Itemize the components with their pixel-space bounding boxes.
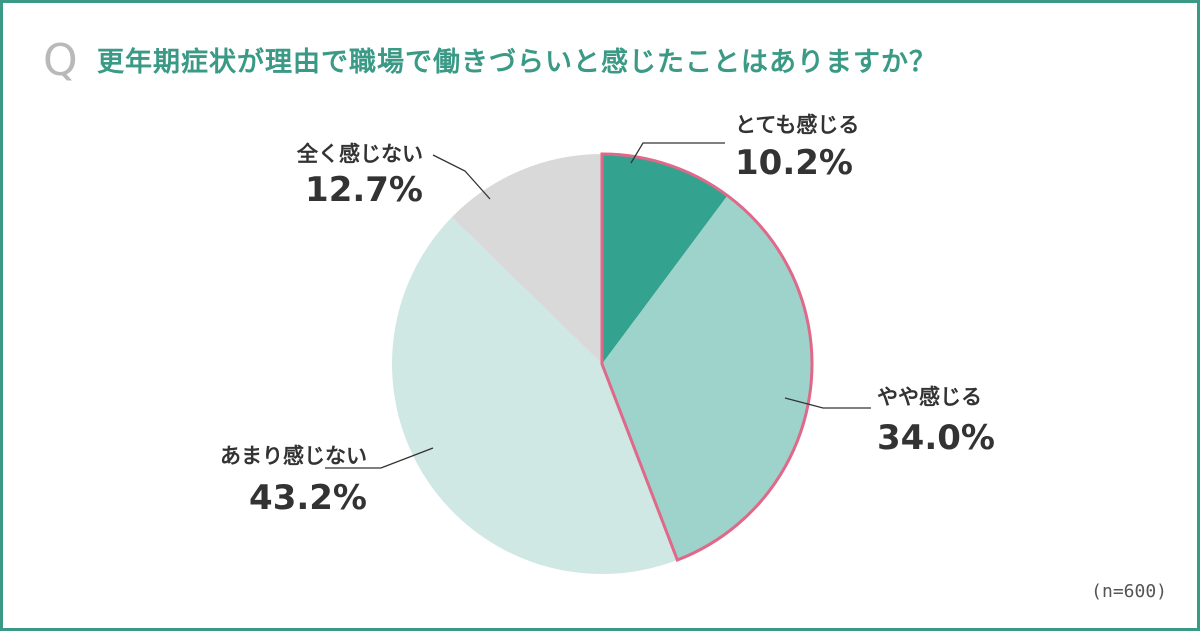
pie-slice (451, 154, 602, 364)
question-mark: Q (43, 35, 78, 86)
highlight-outline-path (600, 152, 814, 562)
pie-slice (602, 195, 813, 561)
slice-value-label: 43.2% (249, 478, 367, 518)
leader-line (432, 154, 491, 200)
leader-line (630, 142, 725, 164)
slice-name-label: あまり感じない (220, 444, 367, 468)
slice-name-label: とても感じる (735, 113, 859, 137)
slice-name-label: やや感じる (877, 385, 982, 409)
leader-lines (325, 142, 871, 469)
highlight-outline (600, 152, 814, 562)
pie-slice (602, 154, 728, 364)
sample-size-note: (n=600) (1091, 581, 1167, 602)
leader-line (784, 397, 871, 409)
slice-value-label: 12.7% (305, 170, 423, 210)
pie-chart: とても感じる 10.2% やや感じる 34.0% あまり感じない 43.2% 全く感じない 1… (220, 113, 995, 575)
slice-labels: とても感じる 10.2% やや感じる 34.0% あまり感じない 43.2% 全く感じない 1… (220, 113, 995, 518)
chart-title: 更年期症状が理由で職場で働きづらいと感じたことはありますか？ (97, 47, 937, 78)
pie-slices (391, 154, 813, 575)
slice-value-label: 10.2% (735, 143, 853, 183)
leader-line (325, 447, 434, 469)
pie-slice (391, 217, 678, 575)
slice-name-label: 全く感じない (296, 142, 423, 166)
slice-value-label: 34.0% (877, 418, 995, 458)
